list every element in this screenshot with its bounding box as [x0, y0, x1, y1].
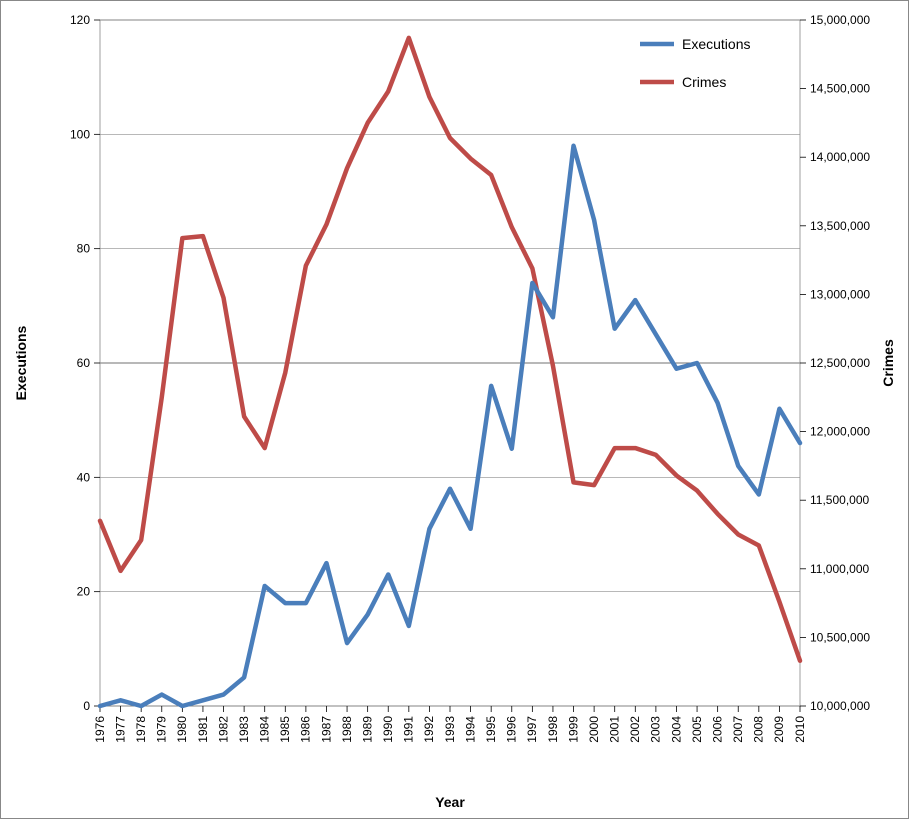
y-right-tick-label: 13,000,000 — [810, 287, 870, 301]
x-tick-label: 1998 — [546, 716, 560, 743]
x-tick-label: 2005 — [690, 716, 704, 743]
x-tick-label: 2008 — [752, 716, 766, 743]
y-left-tick-label: 100 — [70, 127, 90, 141]
y-right-tick-label: 11,000,000 — [810, 562, 869, 576]
x-tick-label: 1993 — [443, 716, 457, 743]
y-left-tick-label: 80 — [77, 242, 91, 256]
y-right-tick-label: 10,500,000 — [810, 630, 870, 644]
dual-axis-line-chart: 1976 1977 1978 1979 1980 1981 1982 1983 1984 1985… — [0, 0, 909, 824]
x-tick-label: 2009 — [772, 716, 786, 743]
legend-crimes-label: Crimes — [682, 74, 726, 90]
x-tick-label: 1997 — [525, 716, 539, 743]
x-tick-label: 2007 — [731, 716, 745, 743]
x-tick-label: 2006 — [710, 716, 724, 743]
crimes-line — [100, 38, 800, 661]
y-right-axis-label: Crimes — [880, 339, 896, 387]
x-tick-label: 1990 — [381, 716, 395, 743]
y-left-axis-label: Executions — [13, 325, 29, 400]
x-tick-label: 2010 — [793, 716, 807, 743]
x-tick-label: 1978 — [134, 716, 148, 743]
x-tick-label: 1977 — [113, 716, 127, 743]
x-tick-label: 1985 — [278, 716, 292, 743]
y-left-tick-label: 60 — [77, 356, 91, 370]
y-right-tick-label: 14,000,000 — [810, 150, 870, 164]
x-tick-label: 1989 — [360, 716, 374, 743]
x-tick-label: 1980 — [175, 716, 189, 743]
y-right-tick-label: 13,500,000 — [810, 219, 870, 233]
x-tick-label: 1991 — [402, 716, 416, 743]
x-axis-label: Year — [435, 794, 465, 810]
x-tick-label: 2001 — [608, 716, 622, 743]
y-right-tick-label: 14,500,000 — [810, 82, 870, 96]
x-tick-label: 1981 — [196, 716, 210, 743]
y-left-tick-label: 120 — [70, 13, 90, 27]
x-tick-label: 2002 — [628, 716, 642, 743]
x-tick-label: 1992 — [422, 716, 436, 743]
legend-executions-label: Executions — [682, 36, 750, 52]
x-tick-label: 1979 — [155, 716, 169, 743]
x-tick-label: 1983 — [237, 716, 251, 743]
y-left-axis: 0 20 40 60 80 100 120 — [70, 13, 100, 713]
y-right-tick-label: 10,000,000 — [810, 699, 870, 713]
y-left-tick-label: 40 — [77, 470, 91, 484]
x-tick-label: 1984 — [258, 716, 272, 743]
y-right-tick-label: 15,000,000 — [810, 13, 870, 27]
x-tick-label: 2003 — [649, 716, 663, 743]
x-tick-label: 2000 — [587, 716, 601, 743]
x-tick-label: 1994 — [463, 716, 477, 743]
y-right-tick-label: 12,000,000 — [810, 425, 870, 439]
y-left-tick-label: 20 — [77, 585, 91, 599]
x-tick-label: 1986 — [299, 716, 313, 743]
y-right-axis: 10,000,000 10,500,000 11,000,000 11,500,000… — [800, 13, 870, 713]
x-tick-label: 1996 — [505, 716, 519, 743]
y-right-tick-label: 12,500,000 — [810, 356, 870, 370]
x-tick-label: 1999 — [566, 716, 580, 743]
y-left-tick-label: 0 — [83, 699, 90, 713]
x-tick-label: 2004 — [669, 716, 683, 743]
executions-line — [100, 146, 800, 706]
x-tick-label: 1987 — [319, 716, 333, 743]
x-axis: 1976 1977 1978 1979 1980 1981 1982 1983 1984 1985… — [93, 706, 807, 743]
x-tick-label: 1982 — [216, 716, 230, 743]
y-right-tick-label: 11,500,000 — [810, 493, 869, 507]
x-tick-label: 1976 — [93, 716, 107, 743]
legend: Executions Crimes — [640, 36, 750, 90]
x-tick-label: 1995 — [484, 716, 498, 743]
chart-outer-border — [1, 1, 909, 819]
x-tick-label: 1988 — [340, 716, 354, 743]
